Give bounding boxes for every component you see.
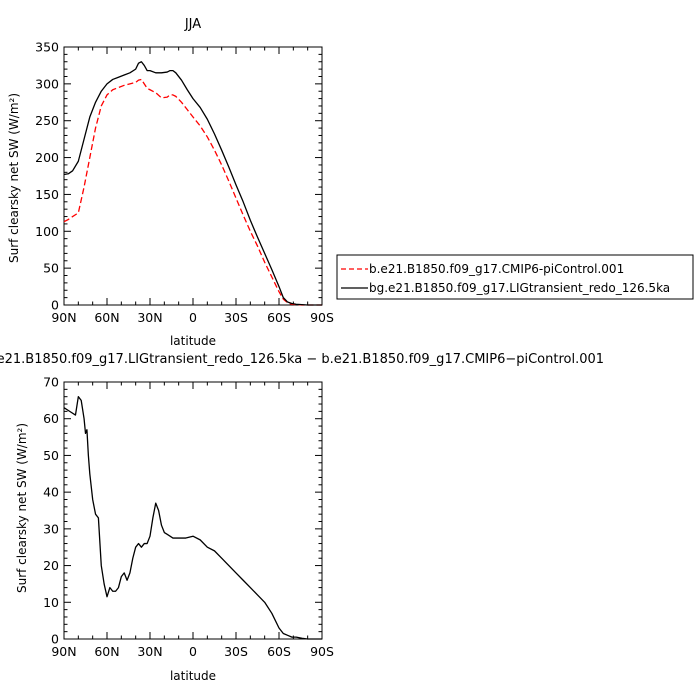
top-plot-title: JJA xyxy=(184,17,201,32)
top-series-line-0 xyxy=(63,78,322,306)
bottom-plot-title: bg.e21.B1850.f09_g17.LIGtransient_redo_1… xyxy=(0,352,604,367)
top-y-tick-label: 50 xyxy=(43,261,59,276)
top-x-tick-label: 60N xyxy=(94,310,119,325)
legend: b.e21.B1850.f09_g17.CMIP6-piControl.001 … xyxy=(336,254,694,300)
top-y-axis-label: Surf clearsky net SW (W/m²) xyxy=(7,93,21,263)
legend-box xyxy=(336,254,694,300)
bottom-y-tick-label: 20 xyxy=(43,558,59,573)
top-y-tick-label: 300 xyxy=(35,76,59,91)
bottom-y-tick-label: 10 xyxy=(43,595,59,610)
bottom-y-tick-label: 40 xyxy=(43,485,59,500)
top-plot-area: 90N 60N 30N 0 30S 60S 90S 0 50 100 150 200 250 300 350 xyxy=(35,40,334,326)
top-x-tick-label: 60S xyxy=(267,310,291,325)
bottom-x-tick-label: 90N xyxy=(51,644,76,659)
bottom-y-tick-label: 50 xyxy=(43,448,59,463)
top-y-tick-label: 150 xyxy=(35,187,59,202)
bottom-y-tick-label: 0 xyxy=(51,632,59,647)
top-y-tick-label: 350 xyxy=(35,40,59,55)
top-x-tick-label: 30N xyxy=(137,310,162,325)
bottom-plot-panel: bg.e21.B1850.f09_g17.LIGtransient_redo_1… xyxy=(0,352,604,683)
bottom-y-tick-label: 70 xyxy=(43,375,59,390)
bottom-plot-frame xyxy=(63,381,323,640)
bottom-series-line-0 xyxy=(63,396,322,640)
bottom-x-axis-label: latitude xyxy=(170,669,216,683)
bottom-y-tick-label: 60 xyxy=(43,411,59,426)
bottom-y-axis-label: Surf clearsky net SW (W/m²) xyxy=(15,423,29,593)
bottom-x-tick-label: 90S xyxy=(310,644,334,659)
legend-label-ligtransient: bg.e21.B1850.f09_g17.LIGtransient_redo_1… xyxy=(369,281,670,295)
bottom-x-tick-label: 0 xyxy=(189,644,197,659)
bottom-x-tick-label: 30N xyxy=(137,644,162,659)
bottom-x-tick-label: 60S xyxy=(267,644,291,659)
top-y-tick-label: 0 xyxy=(51,298,59,313)
top-x-tick-label: 0 xyxy=(189,310,197,325)
top-x-tick-label: 30S xyxy=(224,310,248,325)
bottom-y-tick-label: 30 xyxy=(43,521,59,536)
legend-label-picontrol: b.e21.B1850.f09_g17.CMIP6-piControl.001 xyxy=(369,262,624,276)
top-x-tick-label: 90S xyxy=(310,310,334,325)
top-x-axis-label: latitude xyxy=(170,334,216,348)
top-y-tick-label: 100 xyxy=(35,224,59,239)
bottom-x-tick-label: 60N xyxy=(94,644,119,659)
bottom-x-tick-label: 30S xyxy=(224,644,248,659)
top-y-tick-label: 200 xyxy=(35,150,59,165)
top-series-line-1 xyxy=(63,61,322,306)
top-plot-panel: JJA 90N 60N 30N 0 30S 60S 90S 0 50 100 150 200 250 30… xyxy=(7,17,334,348)
top-y-tick-label: 250 xyxy=(35,113,59,128)
top-plot-frame xyxy=(63,46,323,306)
bottom-plot-area: 90N 60N 30N 0 30S 60S 90S 0 10 20 30 40 50 60 70 xyxy=(43,375,334,660)
top-x-tick-label: 90N xyxy=(51,310,76,325)
